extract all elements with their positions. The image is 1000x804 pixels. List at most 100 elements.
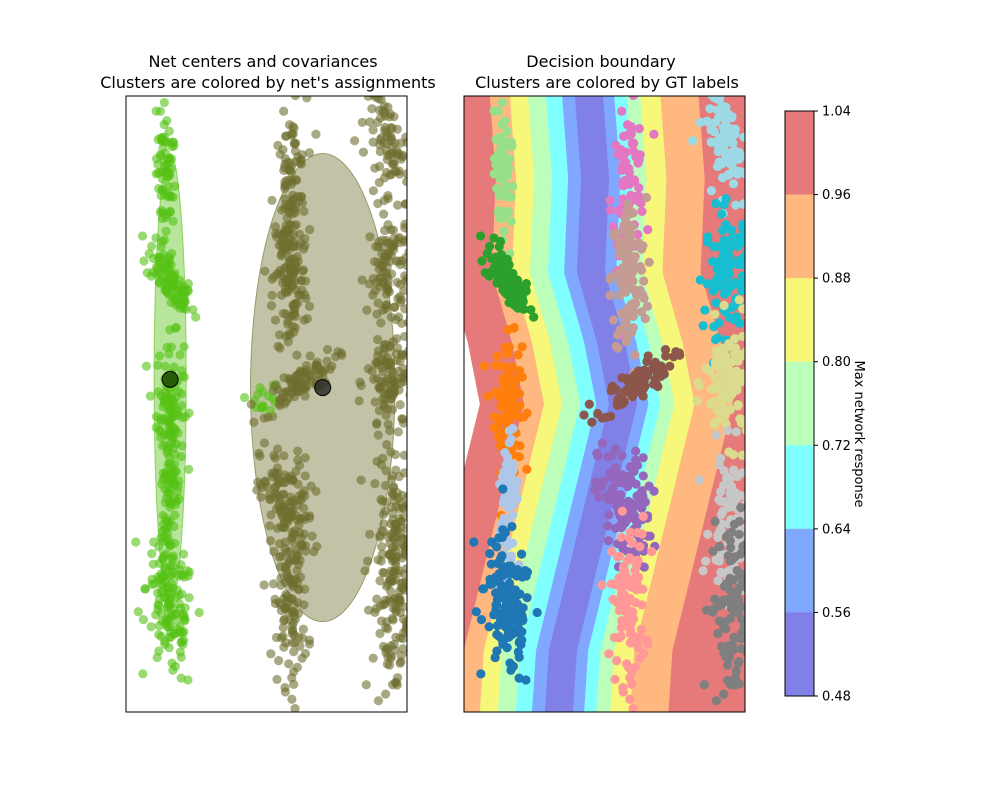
- data-point-series-2: [390, 645, 400, 655]
- data-point-series-1: [154, 183, 164, 194]
- data-point-cluster-3: [514, 389, 525, 399]
- colorbar-block: [785, 528, 814, 613]
- data-point-cluster-15: [728, 677, 738, 688]
- data-point-cluster-12: [757, 278, 766, 287]
- data-point-cluster-12: [722, 248, 732, 258]
- data-point-cluster-10: [622, 659, 632, 669]
- data-point-cluster-5: [478, 584, 488, 594]
- data-point-series-1: [165, 409, 175, 419]
- data-point-series-2: [391, 632, 401, 642]
- data-point-series-1: [159, 551, 169, 561]
- data-point-series-2: [375, 146, 385, 157]
- data-point-cluster-9: [592, 448, 602, 458]
- data-point-series-1: [151, 269, 162, 279]
- data-point-cluster-15: [747, 558, 756, 567]
- data-point-series-2: [406, 401, 407, 406]
- data-point-cluster-1: [503, 138, 513, 148]
- data-point-cluster-9: [645, 531, 655, 541]
- data-point-series-2: [278, 622, 288, 633]
- data-point-cluster-7: [613, 343, 623, 353]
- data-point-series-1: [156, 391, 166, 401]
- data-point-series-1: [176, 365, 187, 376]
- data-point-series-2: [277, 502, 287, 512]
- data-point-series-2: [415, 491, 424, 500]
- data-point-cluster-6: [626, 190, 636, 200]
- data-point-cluster-12: [739, 253, 745, 263]
- data-point-cluster-9: [602, 490, 613, 500]
- data-point-cluster-8: [674, 348, 684, 358]
- data-point-cluster-4: [504, 426, 515, 436]
- data-point-cluster-3: [489, 412, 500, 422]
- data-point-series-2: [414, 552, 423, 561]
- data-point-cluster-6: [628, 96, 638, 101]
- data-point-cluster-15: [745, 629, 754, 638]
- data-point-cluster-12: [749, 270, 758, 279]
- data-point-series-1: [160, 189, 170, 199]
- data-point-series-2: [381, 410, 391, 421]
- data-point-series-2: [285, 260, 295, 270]
- data-point-series-1: [188, 305, 198, 315]
- data-point-cluster-15: [711, 696, 722, 706]
- data-point-series-2: [368, 137, 378, 147]
- data-point-cluster-5: [517, 612, 527, 622]
- data-point-cluster-7: [619, 309, 629, 319]
- data-point-series-2: [283, 472, 293, 483]
- data-point-cluster-11: [706, 125, 716, 135]
- data-point-cluster-15: [721, 652, 731, 662]
- data-point-cluster-15: [749, 588, 758, 597]
- data-point-series-2: [349, 136, 360, 146]
- data-point-cluster-2: [492, 278, 502, 288]
- data-point-cluster-5: [498, 525, 508, 535]
- data-point-series-2: [283, 202, 294, 212]
- data-point-cluster-6: [628, 146, 639, 156]
- colorbar: 1.04 0.96 0.88 0.80 0.72 0.64 0.56 0.48 Max net…: [784, 105, 866, 705]
- data-point-cluster-2: [502, 289, 512, 299]
- data-point-series-2: [374, 237, 384, 247]
- colorbar-label: Max network response: [851, 361, 866, 508]
- data-point-cluster-10: [597, 580, 607, 590]
- data-point-cluster-13: [719, 300, 729, 311]
- data-point-cluster-9: [603, 536, 614, 546]
- data-point-cluster-15: [734, 529, 744, 539]
- data-point-series-2: [408, 193, 417, 202]
- data-point-cluster-13: [744, 401, 745, 406]
- data-point-cluster-5: [507, 629, 517, 639]
- data-point-series-2: [390, 556, 401, 567]
- data-point-cluster-15: [708, 546, 718, 556]
- data-point-series-1: [146, 622, 156, 632]
- data-point-series-2: [271, 493, 281, 503]
- data-point-series-1: [152, 652, 162, 663]
- data-point-cluster-10: [638, 648, 649, 659]
- data-point-cluster-1: [508, 181, 518, 191]
- data-point-series-1: [164, 154, 175, 164]
- data-point-cluster-10: [618, 683, 628, 693]
- data-point-series-2: [399, 504, 407, 514]
- data-point-series-2: [377, 248, 387, 259]
- data-point-cluster-11: [712, 96, 722, 104]
- data-point-cluster-15: [719, 623, 729, 633]
- data-point-cluster-6: [643, 225, 653, 235]
- data-point-series-1: [183, 675, 193, 685]
- data-point-cluster-15: [736, 549, 745, 559]
- data-point-series-1: [156, 151, 166, 161]
- data-point-series-2: [392, 146, 402, 156]
- data-point-series-1: [178, 281, 188, 292]
- data-point-series-2: [285, 546, 295, 557]
- data-point-series-2: [267, 195, 277, 205]
- data-point-cluster-9: [604, 510, 614, 520]
- data-point-cluster-7: [622, 253, 633, 263]
- data-point-series-2: [280, 683, 290, 693]
- data-point-cluster-2: [489, 233, 499, 243]
- data-point-cluster-7: [620, 227, 630, 237]
- data-point-cluster-14: [741, 492, 745, 501]
- data-point-series-2: [293, 455, 303, 465]
- data-point-series-2: [300, 453, 310, 463]
- data-point-cluster-12: [716, 260, 726, 271]
- data-point-series-2: [401, 625, 407, 636]
- data-point-series-2: [282, 175, 292, 186]
- data-point-series-2: [379, 399, 389, 410]
- data-point-cluster-15: [729, 519, 739, 529]
- data-point-cluster-7: [627, 242, 637, 252]
- data-point-cluster-13: [708, 397, 718, 407]
- data-point-series-2: [400, 219, 407, 229]
